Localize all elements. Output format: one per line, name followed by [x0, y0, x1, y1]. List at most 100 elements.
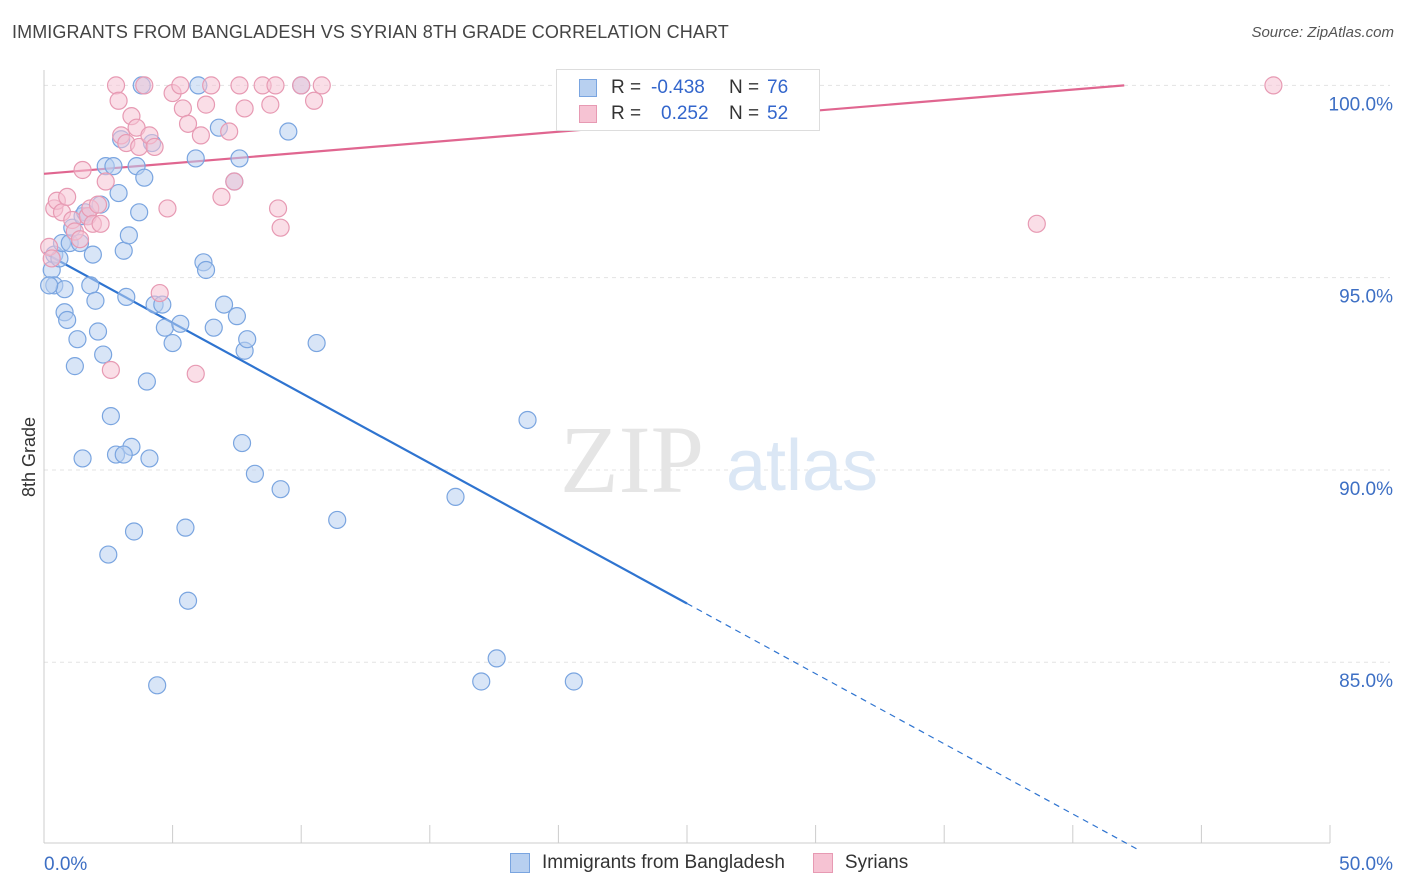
x-tick-label: 0.0%	[44, 854, 87, 875]
data-point-pink	[220, 122, 239, 141]
data-point-blue	[119, 226, 138, 245]
data-point-blue	[230, 149, 249, 168]
data-point-blue	[148, 676, 167, 695]
legend-n-label: N =	[729, 77, 760, 98]
data-point-blue	[130, 203, 149, 222]
data-point-pink	[106, 76, 126, 95]
data-point-pink	[135, 76, 154, 95]
data-point-pink	[91, 214, 110, 233]
data-point-pink	[304, 91, 324, 110]
series-legend-item-bangladesh[interactable]: Immigrants from Bangladesh	[510, 852, 785, 874]
series-legend-label: Immigrants from Bangladesh	[542, 852, 785, 873]
legend-swatch-blue	[579, 79, 597, 97]
data-point-pink	[225, 172, 244, 191]
data-point-blue	[140, 449, 159, 468]
grid-layer	[44, 84, 1390, 663]
data-point-blue	[73, 449, 92, 468]
y-tick-label: 85.0%	[1339, 671, 1393, 692]
data-point-blue	[186, 149, 205, 168]
data-point-blue	[472, 672, 491, 691]
data-point-blue	[176, 518, 195, 537]
source-label: Source: ZipAtlas.com	[1251, 24, 1394, 41]
data-point-blue	[99, 545, 118, 564]
data-point-blue	[109, 183, 128, 203]
labels-layer: 85.0% 90.0% 95.0% 100.0% 0.0% 50.0% 8th Grade	[19, 94, 1393, 875]
series-legend: Immigrants from Bangladesh Syrians	[510, 852, 936, 874]
data-point-blue	[114, 241, 133, 260]
data-point-blue	[279, 122, 298, 141]
legend-r-label: R =	[611, 103, 642, 124]
data-point-blue	[214, 295, 234, 314]
data-point-blue	[564, 672, 583, 691]
data-point-blue	[101, 407, 120, 426]
data-point-pink	[70, 230, 90, 249]
data-point-blue	[271, 480, 290, 499]
data-point-blue	[232, 433, 252, 453]
data-point-pink	[271, 218, 290, 237]
data-point-pink	[212, 187, 231, 207]
data-point-pink	[158, 199, 177, 218]
data-point-blue	[163, 333, 182, 353]
data-point-blue	[518, 410, 537, 430]
data-point-blue	[81, 276, 100, 295]
legend-r-value: -0.438	[651, 77, 705, 98]
data-point-blue	[446, 487, 465, 506]
legend-n-value: 76	[767, 77, 789, 98]
data-point-pink	[96, 172, 115, 191]
data-point-pink	[196, 95, 216, 114]
points-layer	[40, 76, 1283, 695]
data-point-pink	[292, 76, 311, 95]
data-point-blue	[83, 245, 102, 264]
data-point-blue	[94, 345, 113, 364]
data-point-blue	[155, 318, 174, 337]
data-point-blue	[68, 330, 87, 349]
data-point-pink	[150, 283, 169, 303]
watermark: ZIP atlas	[560, 406, 878, 513]
data-point-pink	[266, 76, 285, 95]
data-point-pink	[171, 76, 190, 95]
data-point-blue	[328, 510, 347, 530]
y-tick-label: 90.0%	[1339, 479, 1393, 500]
watermark-atlas: atlas	[726, 426, 878, 506]
stats-legend: R = -0.438 N = 76 R = 0.252 N = 52	[556, 69, 820, 131]
data-point-pink	[261, 95, 280, 114]
data-point-blue	[171, 314, 190, 333]
data-point-blue	[58, 310, 77, 330]
data-point-pink	[1264, 76, 1283, 95]
data-point-pink	[230, 76, 249, 95]
data-point-pink	[88, 195, 108, 214]
data-point-blue	[65, 357, 84, 376]
data-point-pink	[268, 199, 288, 218]
data-point-blue	[104, 157, 123, 176]
data-point-pink	[101, 360, 120, 380]
data-point-blue	[487, 649, 506, 668]
chart-title: IMMIGRANTS FROM BANGLADESH VS SYRIAN 8TH…	[12, 22, 729, 42]
data-point-pink	[186, 364, 205, 383]
y-axis-label: 8th Grade	[19, 417, 39, 497]
data-point-pink	[191, 126, 210, 145]
legend-swatch-pink	[579, 105, 597, 123]
data-point-blue	[135, 168, 154, 187]
data-point-blue	[245, 464, 265, 483]
legend-n-label: N =	[729, 103, 760, 124]
series-swatch-pink	[812, 853, 833, 873]
data-point-pink	[312, 76, 331, 95]
data-point-pink	[178, 114, 198, 133]
data-point-blue	[117, 287, 136, 307]
data-point-blue	[307, 333, 326, 353]
x-tick-label: 50.0%	[1339, 854, 1393, 875]
series-legend-item-syrians[interactable]: Syrians	[812, 852, 908, 874]
series-swatch-blue	[510, 853, 530, 873]
trend-line-blue-extension	[686, 602, 1138, 850]
stats-legend-row-pink: R = 0.252 N = 52	[579, 102, 788, 126]
axis-layer	[43, 70, 1331, 844]
data-point-blue	[40, 276, 59, 295]
data-point-pink	[1027, 214, 1046, 233]
data-point-blue	[86, 291, 105, 310]
data-point-blue	[124, 522, 144, 541]
data-point-pink	[58, 187, 77, 207]
data-point-pink	[42, 249, 61, 268]
y-tick-label: 100.0%	[1329, 94, 1394, 115]
data-point-blue	[88, 322, 108, 341]
